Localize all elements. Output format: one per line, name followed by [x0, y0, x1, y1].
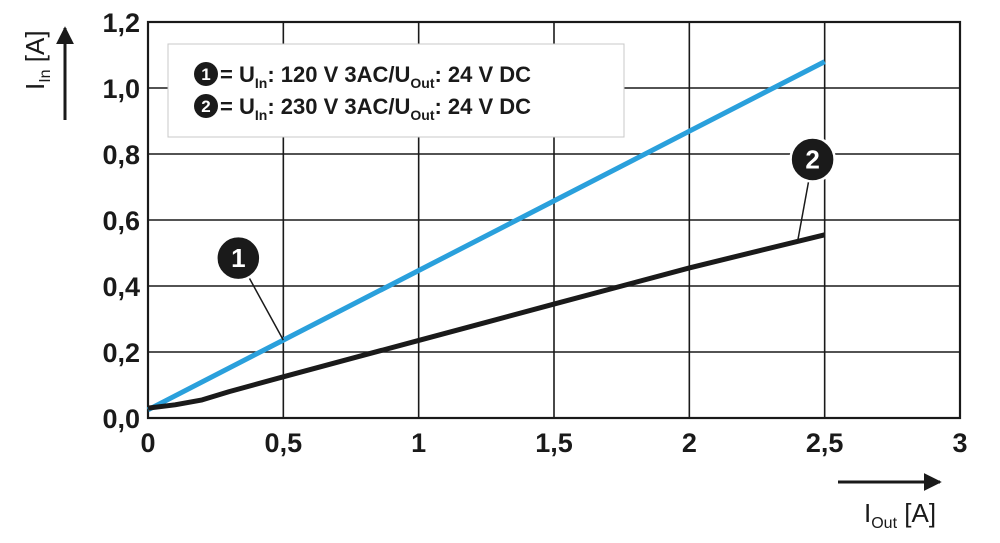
x-tick-label-2: 1 — [411, 428, 426, 458]
legend-2-seg-4: : 24 V DC — [434, 94, 531, 119]
plot-border — [146, 20, 962, 420]
series-layer — [146, 59, 826, 413]
legend-1-seg-1: In — [255, 75, 267, 91]
legend-2-seg-1: In — [255, 107, 267, 123]
legend-1-seg-4: : 24 V DC — [434, 62, 531, 87]
x-tick-label-4: 2 — [682, 428, 697, 458]
legend-2-seg-3: Out — [410, 107, 434, 123]
legend-text-1: = UIn: 120 V 3AC/UOut: 24 V DC — [220, 62, 531, 91]
callout-marker-label-1: 1 — [231, 243, 245, 273]
y-tick-label-3: 0,6 — [102, 206, 140, 236]
x-axis-label: IOut [A] — [864, 498, 936, 532]
legend-entry-2: 2 = UIn: 230 V 3AC/UOut: 24 V DC — [194, 94, 531, 123]
legend-1-seg-3: Out — [410, 75, 434, 91]
y-tick-labels: 0,0 0,2 0,4 0,6 0,8 1,0 1,2 — [102, 8, 140, 434]
plot-frame — [146, 20, 962, 420]
x-axis-label-unit: [A] — [897, 498, 936, 528]
y-axis-label-main: I — [20, 83, 50, 90]
y-axis-label: IIn [A] — [20, 30, 54, 90]
legend-entry-1: 1 = UIn: 120 V 3AC/UOut: 24 V DC — [194, 62, 531, 91]
y-tick-label-0: 0,0 — [102, 404, 140, 434]
callout-marker-2 — [789, 136, 836, 183]
y-tick-label-5: 1,0 — [102, 74, 140, 104]
legend-box — [167, 43, 625, 138]
legend-badge-1-label: 1 — [201, 65, 210, 84]
legend-2-seg-2: : 230 V 3AC/U — [267, 94, 410, 119]
legend-1-seg-0: = U — [220, 62, 255, 87]
y-tick-label-6: 1,2 — [102, 8, 140, 38]
series-line-1 — [146, 59, 826, 413]
x-axis-label-main: I — [864, 498, 871, 528]
y-tick-label-4: 0,8 — [102, 140, 140, 170]
legend-2-seg-0: = U — [220, 94, 255, 119]
series-line-2 — [147, 232, 826, 411]
legend-text-2: = UIn: 230 V 3AC/UOut: 24 V DC — [220, 94, 531, 123]
callout-marker-1 — [215, 234, 262, 282]
y-axis-label-unit: [A] — [20, 30, 50, 69]
x-tick-label-5: 2,5 — [806, 428, 844, 458]
legend-1-seg-2: : 120 V 3AC/U — [267, 62, 410, 87]
legend-badge-2 — [194, 94, 218, 118]
y-tick-label-1: 0,2 — [102, 338, 140, 368]
x-axis-label-sub: Out — [871, 515, 897, 532]
x-tick-label-1: 0,5 — [265, 428, 303, 458]
x-tick-label-6: 3 — [952, 428, 967, 458]
x-tick-label-0: 0 — [140, 428, 155, 458]
callout-marker-label-2: 2 — [805, 144, 819, 174]
legend: 1 = UIn: 120 V 3AC/UOut: 24 V DC 2 = UIn… — [167, 43, 625, 138]
y-tick-label-2: 0,4 — [102, 272, 140, 302]
x-tick-labels: 0 0,5 1 1,5 2 2,5 3 — [140, 428, 967, 458]
callouts: 12 — [215, 136, 836, 341]
y-axis-label-sub: In — [37, 69, 54, 82]
legend-badge-2-label: 2 — [201, 97, 210, 116]
legend-badge-1 — [194, 62, 218, 86]
x-tick-label-3: 1,5 — [535, 428, 573, 458]
